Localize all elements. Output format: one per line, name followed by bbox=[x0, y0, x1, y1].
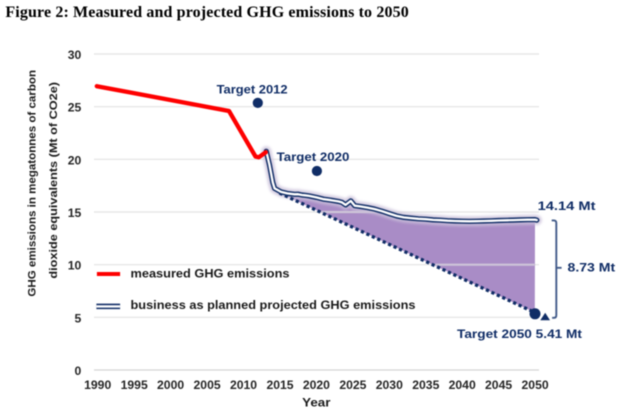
svg-text:Year: Year bbox=[302, 396, 331, 410]
svg-text:0: 0 bbox=[75, 364, 82, 378]
svg-text:25: 25 bbox=[68, 101, 82, 115]
svg-text:Target 2050 5.41 Mt: Target 2050 5.41 Mt bbox=[457, 328, 582, 341]
svg-text:2050: 2050 bbox=[522, 378, 549, 392]
svg-text:1990: 1990 bbox=[84, 378, 111, 392]
svg-text:2010: 2010 bbox=[230, 378, 257, 392]
svg-text:measured GHG emissions: measured GHG emissions bbox=[131, 268, 290, 281]
svg-text:dioxide equivalents (Mt of CO2: dioxide equivalents (Mt of CO2e) bbox=[48, 82, 60, 279]
svg-text:business as planned projected: business as planned projected GHG emissi… bbox=[131, 299, 416, 312]
svg-text:8.73 Mt: 8.73 Mt bbox=[568, 262, 616, 275]
svg-text:2015: 2015 bbox=[266, 378, 293, 392]
svg-text:Target 2012: Target 2012 bbox=[217, 83, 288, 96]
svg-text:2040: 2040 bbox=[449, 378, 476, 392]
svg-text:30: 30 bbox=[68, 48, 82, 62]
svg-text:Figure 2: Measured and project: Figure 2: Measured and projected GHG emi… bbox=[5, 4, 408, 21]
svg-text:14.14 Mt: 14.14 Mt bbox=[538, 200, 596, 213]
svg-text:Target 2020: Target 2020 bbox=[277, 151, 350, 164]
svg-text:2000: 2000 bbox=[157, 378, 184, 392]
svg-text:10: 10 bbox=[68, 259, 82, 273]
svg-text:1995: 1995 bbox=[121, 378, 148, 392]
svg-text:2030: 2030 bbox=[376, 378, 403, 392]
svg-text:2025: 2025 bbox=[339, 378, 366, 392]
svg-text:2035: 2035 bbox=[412, 378, 439, 392]
svg-text:20: 20 bbox=[68, 153, 82, 167]
svg-text:2045: 2045 bbox=[485, 378, 512, 392]
svg-text:2005: 2005 bbox=[194, 378, 221, 392]
svg-text:GHG emissions in megatonnes of: GHG emissions in megatonnes of carbon bbox=[27, 70, 39, 297]
svg-text:2020: 2020 bbox=[303, 378, 330, 392]
svg-text:15: 15 bbox=[68, 206, 82, 220]
svg-text:5: 5 bbox=[75, 311, 82, 325]
